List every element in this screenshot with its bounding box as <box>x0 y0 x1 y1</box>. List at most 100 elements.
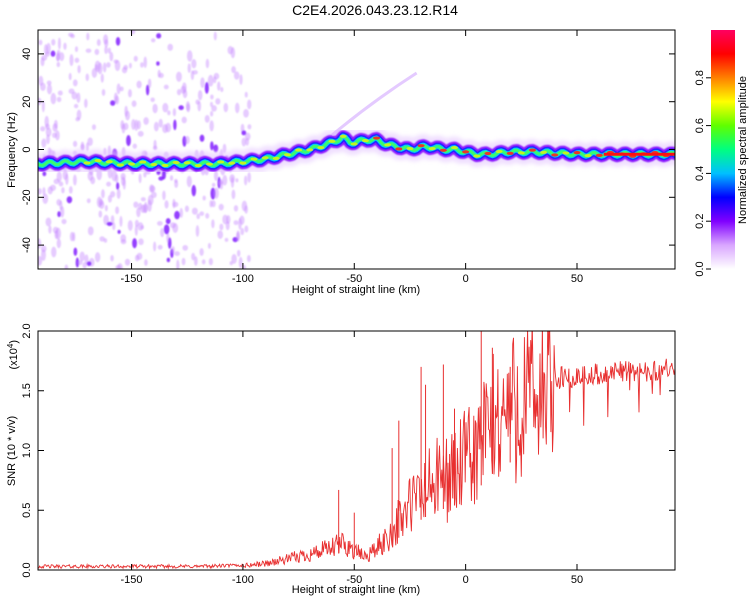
noise-blob <box>137 130 144 137</box>
noise-blob <box>157 244 163 250</box>
hotspot <box>261 156 269 160</box>
noise-blob <box>191 59 197 69</box>
noise-blob <box>143 117 149 125</box>
noise-blob <box>40 245 47 253</box>
noise-blob <box>152 103 158 114</box>
noise-blob <box>56 198 62 206</box>
noise-blob <box>45 127 52 137</box>
noise-blob <box>50 50 56 57</box>
x-tick-label: -50 <box>346 273 362 285</box>
noise-blob <box>73 103 79 109</box>
noise-blob <box>127 89 132 98</box>
y-tick-label: 0 <box>21 146 33 152</box>
hotspot <box>428 147 436 151</box>
y-tick-label: -20 <box>21 189 33 205</box>
noise-blob <box>84 98 88 109</box>
noise-blob <box>227 46 234 55</box>
noise-blob <box>143 56 148 69</box>
noise-blob <box>163 224 170 235</box>
ridge-hotspots <box>83 134 670 168</box>
y-tick-label: 2.0 <box>21 323 33 338</box>
x-tick-label: -50 <box>346 574 362 586</box>
noise-blob <box>179 207 184 218</box>
noise-blob <box>176 88 182 96</box>
hotspot <box>83 161 91 165</box>
noise-blob <box>195 225 200 237</box>
noise-blob <box>68 88 75 94</box>
noise-blob <box>235 102 240 114</box>
y-tick-label: 0.5 <box>21 503 33 518</box>
noise-blob <box>131 100 137 107</box>
noise-blob <box>199 211 205 216</box>
hotspot <box>406 146 414 151</box>
hotspot <box>373 136 381 140</box>
hotspot <box>339 134 347 138</box>
noise-blob <box>116 182 120 190</box>
noise-blob <box>213 72 220 80</box>
hotspot <box>350 142 358 146</box>
noise-blob <box>150 97 155 103</box>
hotspot <box>495 149 503 154</box>
hotspot <box>540 150 548 154</box>
hotspot <box>462 150 470 154</box>
noise-blob <box>140 62 144 68</box>
noise-blob <box>149 185 156 193</box>
noise-blob <box>47 186 53 195</box>
hotspot <box>105 160 113 164</box>
noise-blob <box>43 44 48 55</box>
colorbar-tick-label: 0.4 <box>694 166 706 181</box>
noise-blob <box>215 98 221 105</box>
noise-blob <box>210 110 214 117</box>
noise-blob <box>144 259 148 266</box>
noise-blob <box>211 219 215 229</box>
noise-blob <box>153 241 157 252</box>
colorbar-tick-label: 0.2 <box>694 214 706 229</box>
colorbar-tick-label: 0.8 <box>694 70 706 85</box>
spectrogram-branch <box>331 71 418 137</box>
noise-blob <box>247 124 252 130</box>
svg-text:(x104): (x104) <box>6 340 20 370</box>
noise-blob <box>127 220 133 231</box>
noise-blob <box>191 207 198 215</box>
noise-blob <box>40 82 46 91</box>
noise-blob <box>71 91 78 100</box>
noise-blob <box>163 84 169 90</box>
noise-blob <box>140 197 146 202</box>
noise-blob <box>115 206 120 215</box>
noise-blob <box>174 210 180 220</box>
noise-blob <box>238 256 243 269</box>
noise-blob <box>197 100 202 112</box>
y-tick-label: 1.5 <box>21 383 33 398</box>
noise-blob <box>40 126 46 132</box>
hotspot <box>361 138 369 143</box>
noise-blob <box>38 188 42 195</box>
noise-blob <box>45 123 50 130</box>
noise-blob <box>132 238 137 249</box>
noise-blob <box>153 139 157 150</box>
noise-blob <box>136 120 141 130</box>
noise-blob <box>72 174 77 186</box>
hotspot <box>384 143 392 147</box>
snr-series <box>38 331 675 570</box>
noise-blob <box>117 229 121 234</box>
noise-blob <box>244 225 249 233</box>
noise-blob <box>40 57 45 67</box>
noise-blob <box>107 194 113 203</box>
noise-blob <box>191 184 197 197</box>
y-tick-label: 0.0 <box>21 562 33 577</box>
noise-blob <box>164 200 169 209</box>
noise-blob <box>38 238 42 249</box>
noise-blob <box>68 72 72 81</box>
noise-blob <box>247 99 252 110</box>
noise-blob <box>176 259 180 269</box>
noise-blob <box>219 223 224 231</box>
noise-blob <box>209 120 214 132</box>
noise-blob <box>181 257 186 266</box>
hotspot <box>473 154 481 158</box>
noise-blob <box>207 74 214 87</box>
noise-blob <box>53 178 60 185</box>
noise-blob <box>42 193 49 205</box>
x-tick-label: 50 <box>571 574 583 586</box>
hotspot <box>395 147 403 151</box>
